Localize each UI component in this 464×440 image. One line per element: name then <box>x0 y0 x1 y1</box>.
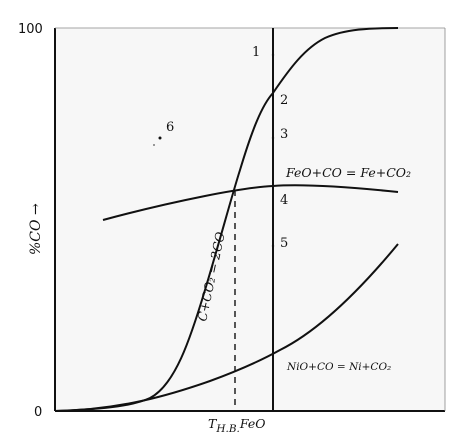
nio-reduction-curve <box>54 243 399 412</box>
y-tick-0: 0 <box>34 405 42 420</box>
point-marker-3 <box>271 136 275 140</box>
point-label-5: 5 <box>280 236 288 251</box>
feo-equation-label: FeO+CO = Fe+CO₂ <box>285 165 411 180</box>
nio-equation-label: NiO+CO = Ni+CO₂ <box>286 361 391 373</box>
point-marker-6b <box>153 144 155 146</box>
point-label-2: 2 <box>280 93 288 108</box>
x-label-tail: FeO <box>239 416 266 431</box>
plot-area <box>55 28 445 411</box>
point-marker-5 <box>271 244 275 248</box>
point-label-6: 6 <box>166 120 174 135</box>
feo-reduction-curve <box>102 184 399 221</box>
point-label-4: 4 <box>280 193 288 208</box>
point-label-3: 3 <box>280 127 288 142</box>
y-axis-label: %CO → <box>28 203 44 255</box>
y-tick-100: 100 <box>18 22 43 37</box>
x-axis-temperature-label: TН.В.FeO <box>208 416 266 435</box>
point-marker-1 <box>271 53 275 57</box>
point-label-1: 1 <box>252 45 260 60</box>
x-label-subscript: Н.В. <box>215 423 240 435</box>
point-marker-6 <box>158 136 162 140</box>
x-label-main: T <box>208 416 218 431</box>
